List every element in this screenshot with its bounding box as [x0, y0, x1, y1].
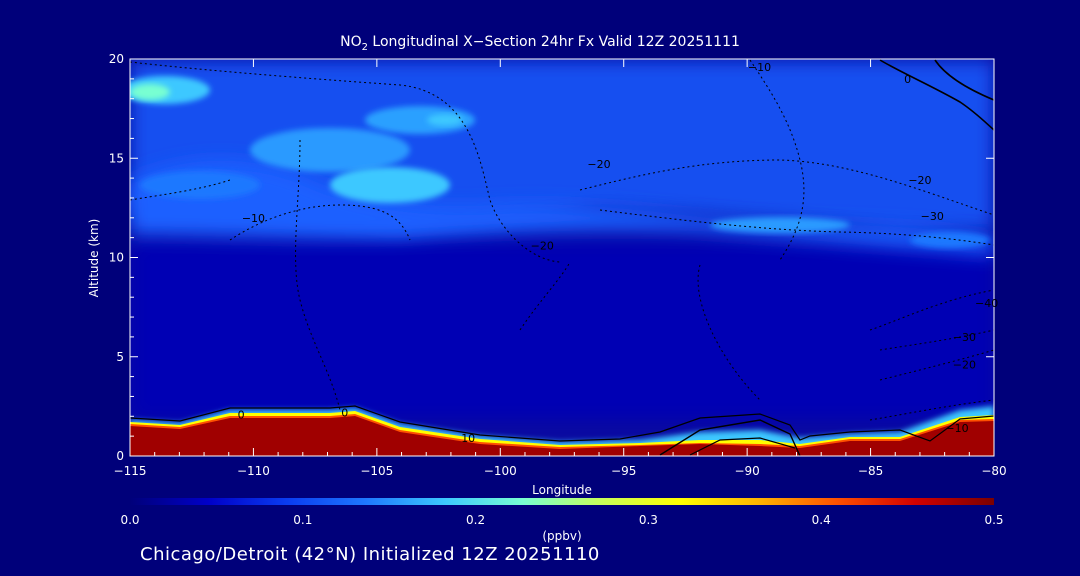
colorbar-tick-label: 0.3 — [639, 513, 658, 527]
x-tick-label: −110 — [237, 464, 270, 478]
contour-label: 10 — [461, 432, 475, 445]
contour-labels: −10 0 −20 −20 −30 −10 −20 −40 −30 −20 0 0 10 −10 — [238, 61, 999, 445]
y-tick-label: 0 — [116, 449, 124, 463]
title-rest: Longitudinal X−Section 24hr Fx Valid 12Z… — [367, 34, 740, 50]
contour-label: −30 — [921, 210, 944, 223]
colorbar-tick-label: 0.2 — [466, 513, 485, 527]
colorbar-tick-label: 0.5 — [984, 513, 1003, 527]
contour-label: −10 — [945, 422, 968, 435]
x-axis-label: Longitude — [532, 483, 592, 497]
x-tick-label: −80 — [981, 464, 1006, 478]
x-axis: −115 −110 −105 −100 −95 −90 −85 −80 — [114, 59, 1007, 478]
contour-label: 0 — [238, 408, 245, 421]
x-tick-label: −100 — [484, 464, 517, 478]
y-axis: 0 5 10 15 20 — [109, 52, 994, 463]
contour-label: 0 — [341, 406, 348, 419]
contour-label: −40 — [975, 297, 998, 310]
colorbar-tick-label: 0.1 — [293, 513, 312, 527]
x-tick-label: −105 — [360, 464, 393, 478]
x-tick-label: −90 — [734, 464, 759, 478]
y-tick-label: 10 — [109, 251, 124, 265]
contour-label: −20 — [908, 174, 931, 187]
x-tick-label: −85 — [858, 464, 883, 478]
colorbar — [130, 498, 994, 505]
chart-title: NO2 Longitudinal X−Section 24hr Fx Valid… — [0, 34, 1080, 53]
y-tick-label: 20 — [109, 52, 124, 66]
colorbar-tick-label: 0.0 — [120, 513, 139, 527]
colorbar-ticks: 0.0 0.1 0.2 0.3 0.4 0.5 — [120, 513, 1003, 527]
title-prefix: NO — [340, 34, 362, 50]
colorbar-tick-label: 0.4 — [812, 513, 831, 527]
title-subscript: 2 — [361, 41, 368, 53]
y-tick-label: 15 — [109, 151, 124, 165]
y-tick-label: 5 — [116, 350, 124, 364]
contour-label: −30 — [953, 331, 976, 344]
contour-label: −20 — [587, 158, 610, 171]
contour-label: −10 — [748, 61, 771, 74]
x-tick-label: −115 — [114, 464, 147, 478]
contour-label: −10 — [242, 212, 265, 225]
x-tick-label: −95 — [611, 464, 636, 478]
contour-label: −20 — [953, 359, 976, 372]
colorbar-unit-label: (ppbv) — [542, 529, 581, 543]
contour-label: 0 — [904, 73, 911, 86]
footer-caption: Chicago/Detroit (42°N) Initialized 12Z 2… — [140, 544, 600, 565]
y-axis-label: Altitude (km) — [87, 219, 101, 298]
heatmap-field — [130, 59, 994, 456]
contour-label: −20 — [531, 240, 554, 253]
